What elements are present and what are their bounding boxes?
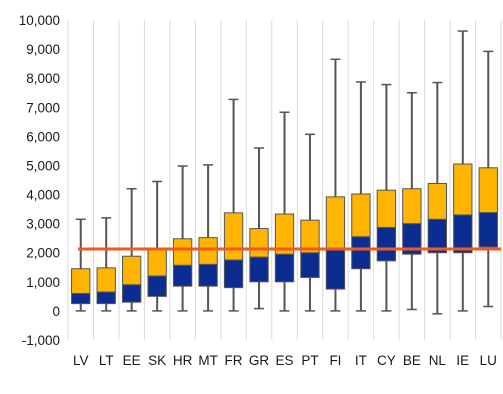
y-axis-tick-labels: -1,000 0 1,000 2,000 3,000 4,000 5,000 6,000 7,0… — [19, 13, 60, 348]
box-lower-quartile — [198, 263, 218, 287]
x-category-label: HR — [173, 353, 193, 368]
box-upper-quartile — [325, 196, 346, 249]
y-tick-label: 10,000 — [19, 13, 60, 28]
box-upper-quartile — [223, 212, 244, 261]
box-lower-quartile — [274, 253, 295, 283]
y-tick-label: 5,000 — [26, 158, 60, 173]
y-tick-label: 1,000 — [26, 275, 60, 290]
x-category-label: LT — [99, 353, 114, 368]
x-category-label: IT — [355, 353, 367, 368]
x-category-label: FR — [225, 353, 243, 368]
box-upper-quartile — [274, 213, 295, 255]
y-tick-label: 7,000 — [26, 100, 60, 115]
y-tick-label: 2,000 — [26, 246, 60, 261]
box-upper-quartile — [351, 193, 371, 238]
box-lower-quartile — [122, 284, 142, 303]
grid-lines — [67, 20, 502, 340]
box-upper-quartile — [249, 228, 269, 258]
box-lower-quartile — [223, 259, 244, 289]
box-upper-quartile — [96, 267, 116, 293]
x-category-label: GR — [249, 353, 270, 368]
box-lower-quartile — [325, 247, 346, 290]
box-lower-quartile — [478, 212, 498, 248]
box-lower-quartile — [172, 264, 193, 287]
box-upper-quartile — [172, 238, 193, 266]
box-lower-quartile — [71, 292, 91, 305]
x-category-label: EE — [123, 353, 141, 368]
x-category-label: SK — [148, 353, 166, 368]
box-upper-quartile — [147, 249, 167, 277]
x-category-label: ES — [275, 353, 293, 368]
box-lower-quartile — [96, 291, 116, 305]
box-lower-quartile — [453, 214, 473, 254]
x-category-label: NL — [429, 353, 447, 368]
box-upper-quartile — [300, 219, 320, 254]
x-category-label: PT — [301, 353, 318, 368]
x-axis-category-labels: LV LT EE SK HR MT FR GR ES PT FI IT CY BE NL IE LU — [73, 353, 497, 368]
box-upper-quartile — [198, 237, 218, 265]
x-category-label: IE — [456, 353, 469, 368]
y-tick-label: 9,000 — [26, 42, 60, 57]
x-category-label: LU — [480, 353, 497, 368]
box-lower-quartile — [351, 236, 371, 270]
y-tick-label: 0 — [52, 304, 60, 319]
x-category-label: CY — [377, 353, 396, 368]
y-tick-label: 8,000 — [26, 71, 60, 86]
y-tick-label: 4,000 — [26, 188, 60, 203]
boxes — [71, 163, 498, 305]
x-category-label: LV — [73, 353, 89, 368]
box-upper-quartile — [71, 268, 91, 294]
box-upper-quartile — [402, 188, 422, 225]
x-category-label: BE — [403, 353, 421, 368]
box-upper-quartile — [478, 167, 498, 214]
box-lower-quartile — [249, 256, 269, 283]
box-lower-quartile — [147, 275, 167, 297]
box-upper-quartile — [427, 182, 447, 220]
box-upper-quartile — [122, 255, 142, 286]
x-category-label: MT — [198, 353, 218, 368]
x-category-label: FI — [329, 353, 341, 368]
y-tick-label: 3,000 — [26, 217, 60, 232]
y-tick-label: 6,000 — [26, 129, 60, 144]
box-upper-quartile — [453, 163, 473, 216]
box-lower-quartile — [376, 226, 397, 262]
box-upper-quartile — [376, 189, 397, 228]
box-lower-quartile — [300, 252, 320, 278]
y-tick-label: -1,000 — [22, 333, 60, 348]
